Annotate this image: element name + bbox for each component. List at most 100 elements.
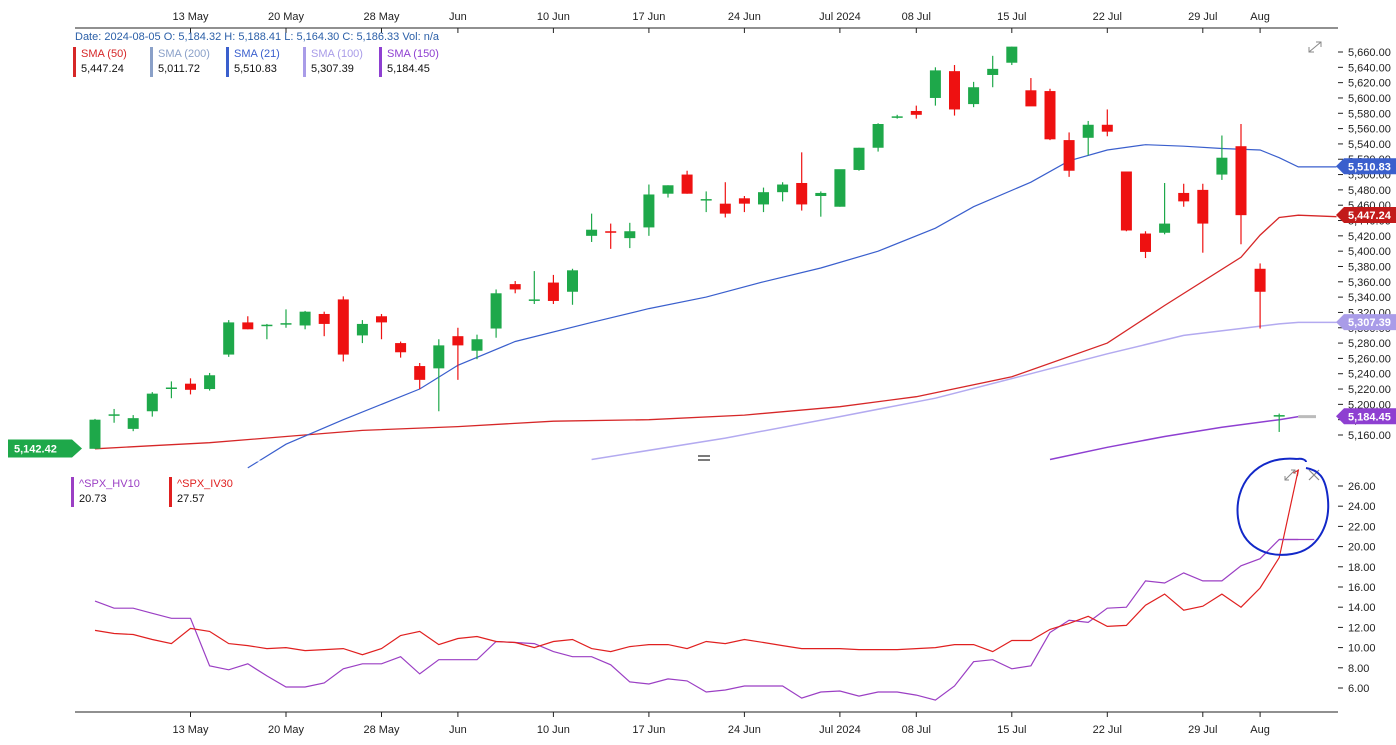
high-value: 5,188.41 <box>238 31 282 43</box>
candle-up[interactable] <box>433 339 445 412</box>
candle-up[interactable] <box>929 67 941 106</box>
candle-up[interactable] <box>1273 413 1285 432</box>
candle-down[interactable] <box>318 311 330 337</box>
legend-item[interactable]: SMA (50) 5,447.24 <box>73 47 127 77</box>
candle-down[interactable] <box>547 274 559 305</box>
legend-item[interactable]: SMA (21) 5,510.83 <box>226 47 280 77</box>
top-date-label: 28 May <box>363 11 400 23</box>
svg-text:5,142.42: 5,142.42 <box>14 443 57 455</box>
pane-expand-icon[interactable] <box>1284 469 1296 481</box>
legend-item[interactable]: SMA (200) 5,011.72 <box>150 47 210 77</box>
candle-up[interactable] <box>643 184 655 236</box>
candle-down[interactable] <box>509 281 521 294</box>
candle-down[interactable] <box>1178 183 1190 207</box>
bottom-date-label: 29 Jul <box>1188 724 1217 736</box>
candle-down[interactable] <box>681 170 693 194</box>
candle-down[interactable] <box>1120 171 1132 232</box>
candle-up[interactable] <box>490 289 502 338</box>
candle-up[interactable] <box>204 372 216 391</box>
candle-up[interactable] <box>624 222 636 249</box>
candle-down[interactable] <box>1101 109 1113 137</box>
candle-body <box>471 339 483 351</box>
candle-up[interactable] <box>108 408 120 423</box>
candle-body <box>1025 90 1037 107</box>
vol-tick-label: 12.00 <box>1348 622 1376 634</box>
candle-down[interactable] <box>719 182 731 218</box>
candle-up[interactable] <box>299 310 311 330</box>
candle-down[interactable] <box>1140 231 1151 259</box>
top-date-label: 22 Jul <box>1093 11 1122 23</box>
legend-name: SMA (21) <box>234 48 280 60</box>
candle-body <box>1273 415 1285 417</box>
candle-down[interactable] <box>242 316 254 330</box>
candle-up[interactable] <box>280 309 292 328</box>
candle-down[interactable] <box>337 296 349 362</box>
candle-up[interactable] <box>89 418 101 449</box>
candle-down[interactable] <box>738 196 750 213</box>
candle-up[interactable] <box>968 81 980 108</box>
pane-resize-handle[interactable] <box>698 455 710 461</box>
legend-item[interactable]: SMA (100) 5,307.39 <box>303 47 363 77</box>
candle-down[interactable] <box>395 341 407 358</box>
candle-up[interactable] <box>528 271 540 305</box>
candle-up[interactable] <box>261 323 273 340</box>
candle-up[interactable] <box>356 320 368 344</box>
expand-icon[interactable] <box>1308 41 1322 53</box>
candle-body <box>662 185 674 194</box>
candle-down[interactable] <box>910 105 922 119</box>
vol-tick-label: 8.00 <box>1348 663 1369 675</box>
candle-down[interactable] <box>376 313 387 340</box>
candle-up[interactable] <box>872 123 884 152</box>
vol-tick-label: 22.00 <box>1348 521 1376 533</box>
hv10-line <box>94 538 1299 701</box>
candle-up[interactable] <box>146 392 158 417</box>
candle-down[interactable] <box>1025 78 1037 107</box>
candle-body <box>605 231 617 233</box>
candle-up[interactable] <box>1159 182 1171 235</box>
date-value: 2024-08-05 <box>104 31 161 43</box>
candle-body <box>1197 189 1209 224</box>
candle-up[interactable] <box>127 415 139 432</box>
candle-down[interactable] <box>452 327 464 380</box>
legend-item[interactable]: ^SPX_IV30 27.57 <box>169 477 233 507</box>
candle-down[interactable] <box>1044 88 1056 141</box>
candle-body <box>853 147 865 170</box>
sma-lines <box>94 144 1337 469</box>
candle-up[interactable] <box>1082 120 1094 156</box>
candle-up[interactable] <box>777 182 789 202</box>
price-tick-label: 5,160.00 <box>1348 430 1391 442</box>
candle-down[interactable] <box>414 362 426 390</box>
candle-down[interactable] <box>1235 124 1247 245</box>
candle-up[interactable] <box>758 187 769 213</box>
candle-up[interactable] <box>700 191 712 213</box>
candle-down[interactable] <box>1254 263 1266 329</box>
close-value: 5,186.33 <box>356 31 400 43</box>
candle-down[interactable] <box>605 223 617 249</box>
candle-down[interactable] <box>1197 183 1209 253</box>
candle-down[interactable] <box>949 65 960 116</box>
candle-up[interactable] <box>567 268 578 305</box>
top-date-label: Aug <box>1250 11 1270 23</box>
candle-up[interactable] <box>987 55 999 88</box>
bottom-date-label: 24 Jun <box>728 724 761 736</box>
candle-up[interactable] <box>853 147 865 171</box>
candle-up[interactable] <box>471 334 483 360</box>
candle-down[interactable] <box>1063 132 1075 177</box>
candle-up[interactable] <box>662 185 674 198</box>
candlesticks[interactable] <box>89 46 1285 449</box>
candle-up[interactable] <box>586 213 598 242</box>
candle-up[interactable] <box>891 114 903 119</box>
candle-up[interactable] <box>834 169 846 207</box>
candle-down[interactable] <box>185 378 196 395</box>
candle-down[interactable] <box>796 152 808 211</box>
candle-up[interactable] <box>1006 46 1018 66</box>
candle-up[interactable] <box>165 381 177 399</box>
bottom-date-label: 20 May <box>268 724 305 736</box>
legend-item[interactable]: SMA (150) 5,184.45 <box>379 47 439 77</box>
legend-item[interactable]: ^SPX_HV10 20.73 <box>71 477 140 507</box>
candle-up[interactable] <box>223 320 235 357</box>
candle-up[interactable] <box>1216 135 1228 180</box>
price-tick-label: 5,360.00 <box>1348 277 1391 289</box>
candle-up[interactable] <box>815 191 827 217</box>
